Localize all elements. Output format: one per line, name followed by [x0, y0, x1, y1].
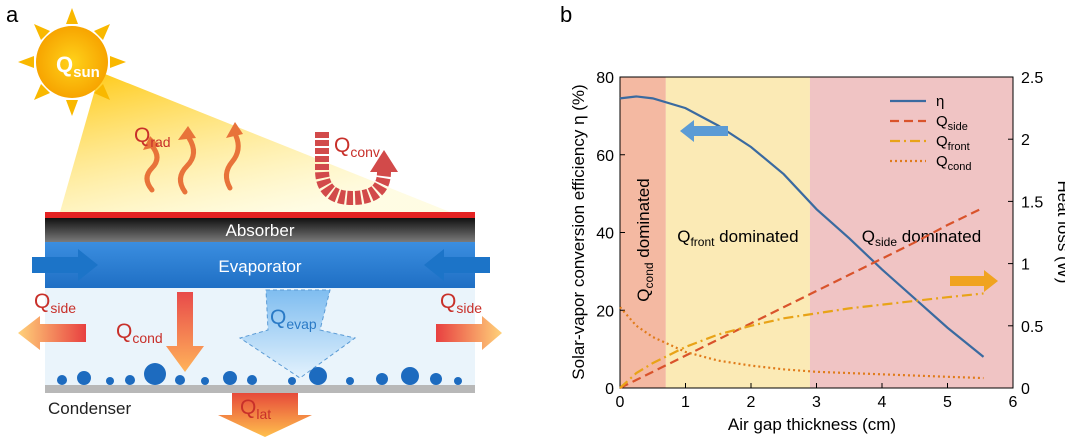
evaporation-arrow: [238, 289, 357, 379]
x-tick-label: 1: [681, 394, 690, 411]
y2-tick-label: 1: [1021, 257, 1030, 274]
evaporator-label: Evaporator: [218, 257, 301, 276]
legend-name: Q: [936, 153, 948, 170]
y-tick-label: 60: [596, 148, 614, 165]
q-evap-label: Qevap: [270, 306, 317, 332]
latent-arrow: [218, 393, 312, 437]
y2-tick-label: 2.5: [1021, 70, 1043, 87]
condenser-label: Condenser: [48, 399, 132, 418]
x-tick-label: 2: [747, 394, 756, 411]
side-arrow-right: [436, 316, 502, 350]
y2-tick-label: 0.5: [1021, 319, 1043, 336]
q-conv-label: Qconv: [334, 134, 380, 160]
y2-tick-label: 0: [1021, 381, 1030, 398]
region-label-rest: dominated: [634, 178, 653, 262]
region-label: Qside dominated: [862, 227, 981, 249]
x-tick-label: 4: [878, 394, 887, 411]
series-line: [619, 95, 985, 358]
region-label-sub: front: [690, 235, 715, 249]
panel-label: b: [560, 2, 572, 27]
y2-tick-label: 1.5: [1021, 194, 1043, 211]
panel-label: a: [6, 2, 19, 27]
legend-label: Qcond: [936, 153, 972, 173]
condenser: [45, 385, 475, 393]
legend-name: Q: [936, 113, 948, 130]
region-label-q: Q: [862, 227, 875, 246]
legend-name: Q: [936, 133, 948, 150]
y2-axis-label: Heat loss (W): [1054, 181, 1065, 284]
inflow-arrow-right: [424, 249, 490, 281]
x-tick-label: 0: [616, 394, 625, 411]
legend-name-sub: side: [948, 121, 968, 133]
region-label-sub: side: [875, 235, 897, 249]
legend-name-sub: cond: [948, 161, 972, 173]
x-tick-label: 3: [812, 394, 821, 411]
region-label-rest: dominated: [714, 227, 798, 246]
q-lat-label: Qlat: [240, 396, 271, 422]
region-label: Qfront dominated: [677, 227, 798, 249]
series-line: [619, 206, 985, 389]
region-label-sub: cond: [642, 262, 656, 288]
y2-tick-label: 2: [1021, 132, 1030, 149]
droplets: [57, 363, 462, 385]
y-tick-label: 0: [605, 381, 614, 398]
radiation-heads: [143, 122, 243, 150]
region: [620, 77, 666, 388]
convection-head: [370, 150, 398, 172]
sun: [36, 26, 108, 98]
evaporator: [45, 242, 475, 288]
y-axis-label: Solar-vapor conversion efficiency η (%): [569, 84, 588, 379]
y-tick-label: 80: [596, 70, 614, 87]
q-sun-label: Qsun: [56, 52, 100, 81]
sun-rays: [18, 8, 126, 116]
x-tick-label: 5: [943, 394, 952, 411]
q-cond-label: Qcond: [116, 320, 163, 346]
legend-label: Qside: [936, 113, 968, 133]
region-label-q: Q: [677, 227, 690, 246]
region-label-q: Q: [634, 288, 653, 301]
y-tick-label: 40: [596, 226, 614, 243]
absorber-label: Absorber: [226, 221, 295, 240]
x-tick-label: 6: [1009, 394, 1018, 411]
left-axis-arrow: [680, 120, 728, 142]
region-label-rest: dominated: [897, 227, 981, 246]
conduction-arrow: [166, 292, 204, 372]
absorber-top: [45, 212, 475, 218]
radiation-arrows: [144, 133, 241, 195]
series-line: [619, 306, 984, 380]
y-tick-label: 20: [596, 303, 614, 320]
sunlight: [60, 72, 450, 212]
convection-arrow: [315, 132, 391, 206]
region-label: Qcond dominated: [634, 178, 656, 301]
side-arrow-left: [18, 316, 86, 350]
legend-label: Qfront: [936, 133, 970, 153]
right-axis-arrow: [950, 270, 998, 292]
absorber: [45, 218, 475, 242]
legend-name: η: [936, 93, 944, 110]
q-side-right-label: Qside: [440, 290, 482, 316]
legend-name-sub: front: [948, 141, 970, 153]
q-side-left-label: Qside: [34, 290, 76, 316]
x-axis-label: Air gap thickness (cm): [728, 415, 896, 434]
plot: Qcond dominated Qfront dominated Qside dom…: [596, 70, 1043, 411]
series-line: [619, 292, 984, 389]
inflow-arrow-left: [32, 249, 98, 281]
q-rad-label: Qrad: [134, 124, 171, 150]
legend-label: η: [936, 93, 944, 110]
